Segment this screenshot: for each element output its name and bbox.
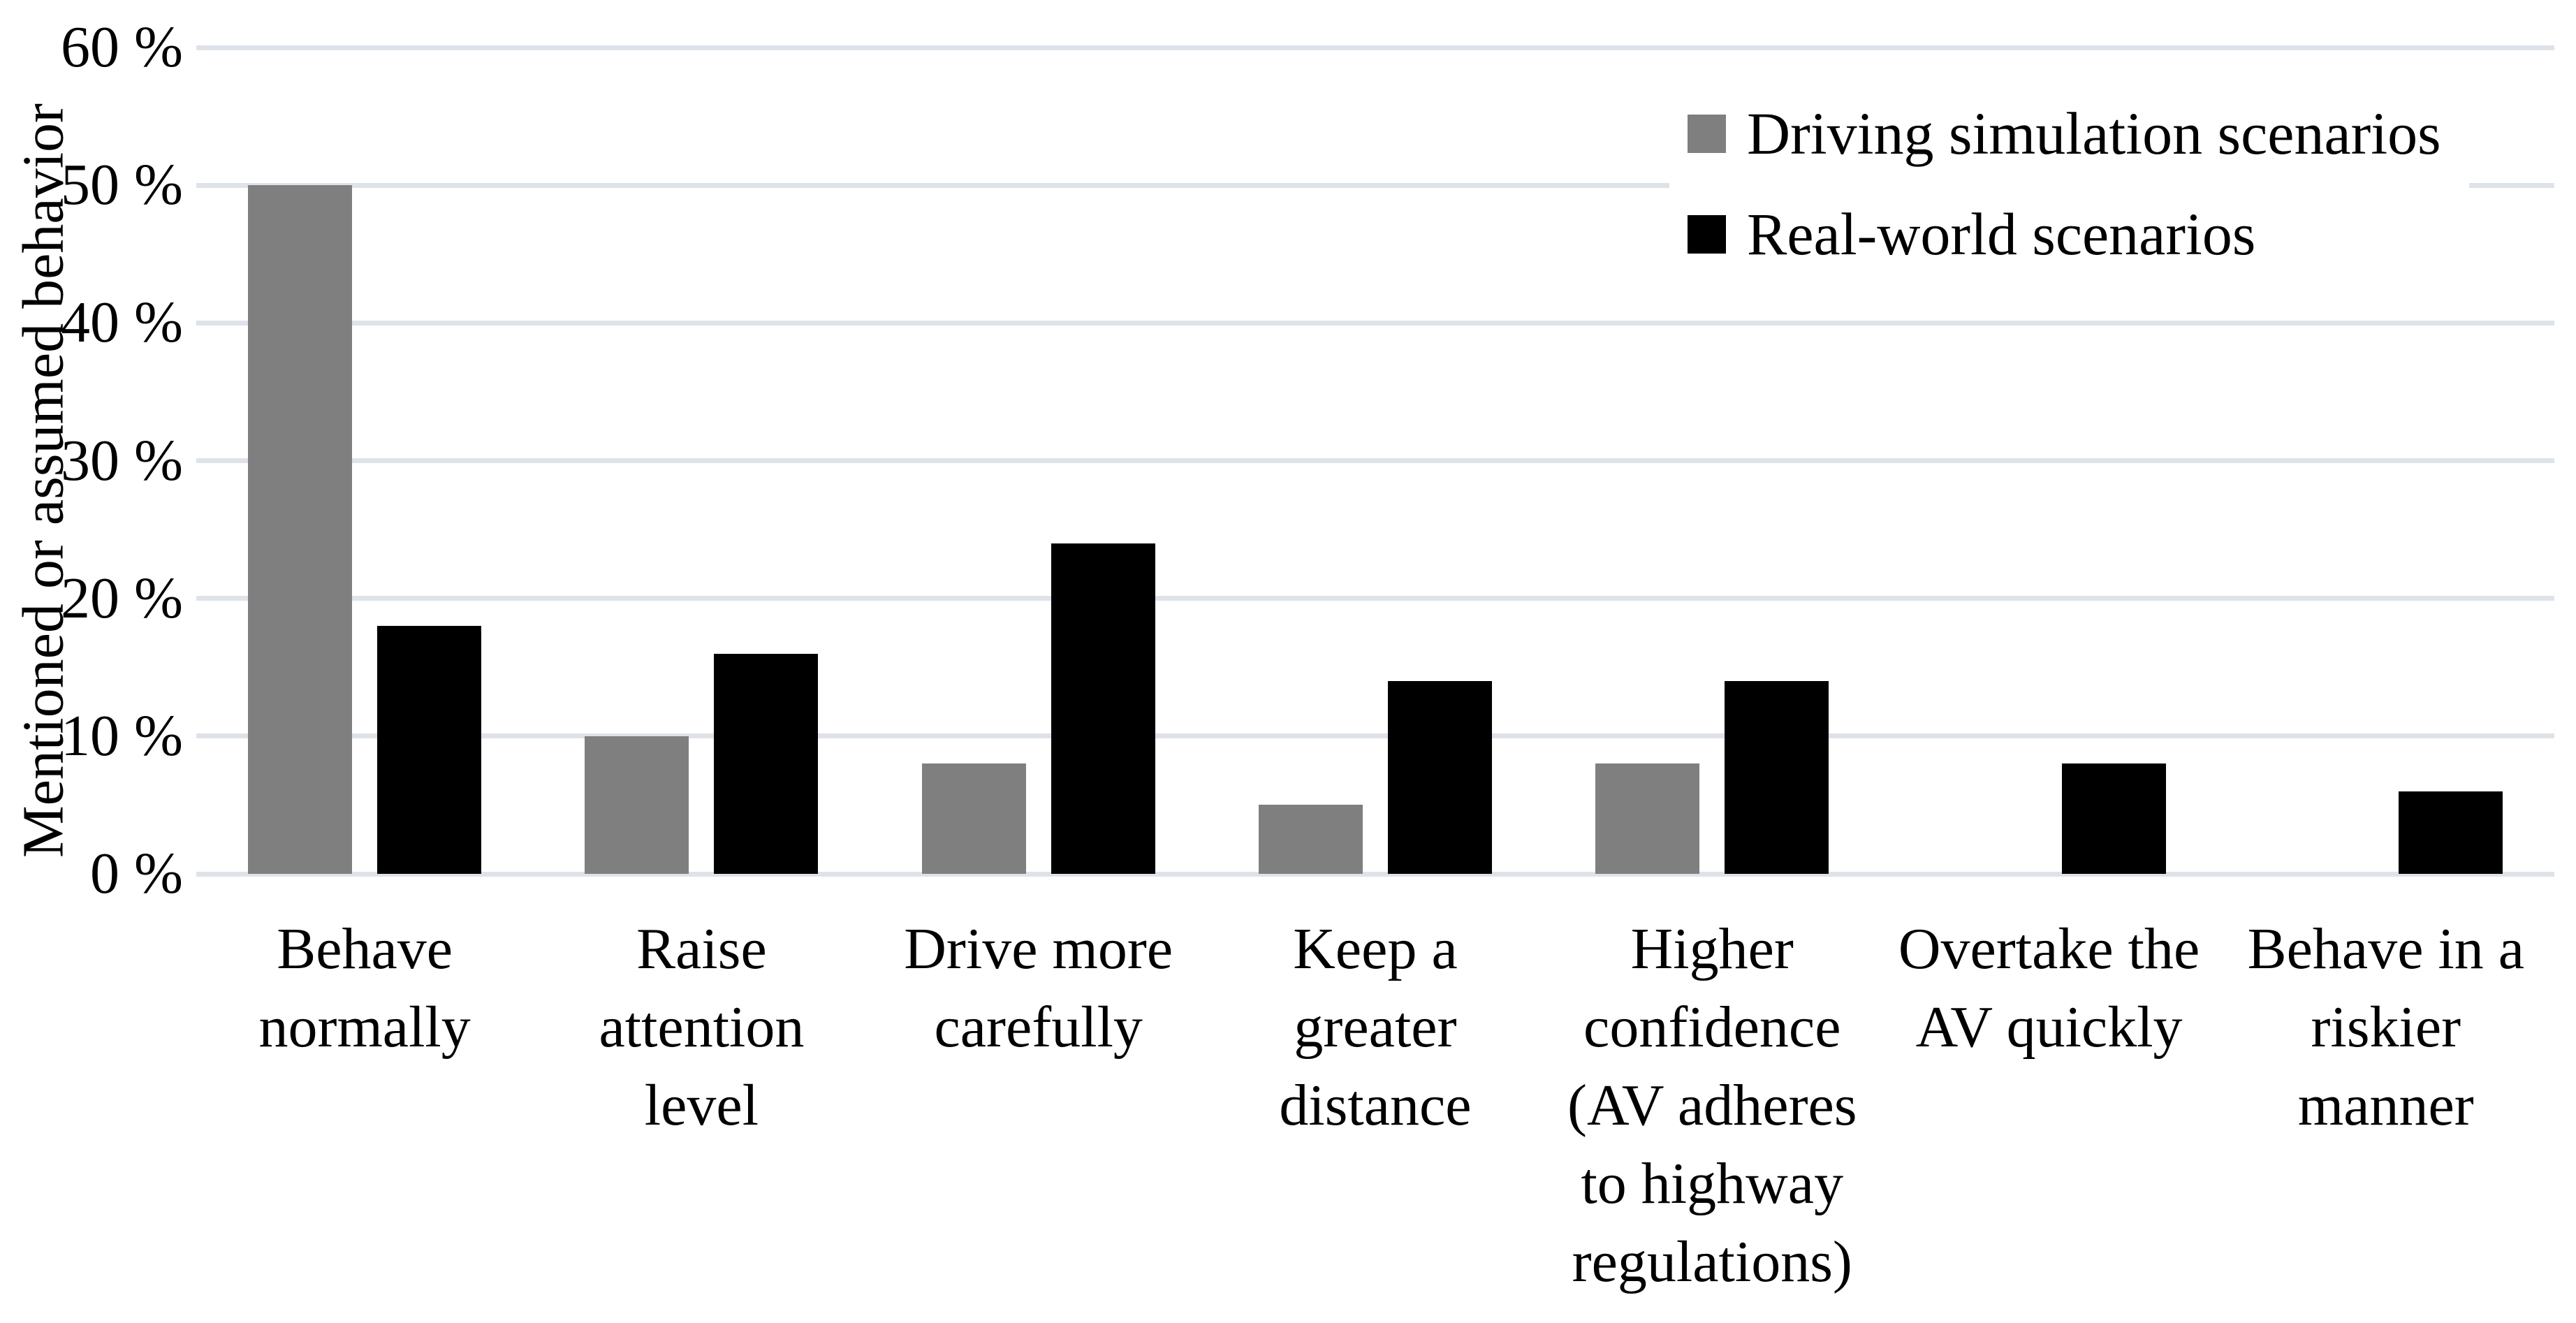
x-category-label-4: Keep a greater distance [1279, 916, 1472, 1138]
x-category-label-2: Raise attention level [599, 916, 805, 1138]
bar-driving-simulation-1 [248, 185, 353, 874]
gridline-60-percent [196, 45, 2554, 50]
y-tick-label-30: 30 % [61, 427, 183, 493]
y-tick-label-60: 60 % [61, 15, 183, 80]
y-tick-label-20: 20 % [61, 565, 183, 631]
x-category-label-7: Behave in a riskier manner [2247, 916, 2525, 1138]
bar-real-world-3 [1051, 543, 1155, 874]
legend-item-driving-simulation: Driving simulation scenarios [1688, 100, 2441, 167]
x-category-label-6: Overtake the AV quickly [1898, 916, 2200, 1060]
gridline-30-percent [196, 458, 2554, 463]
y-tick-label-10: 10 % [61, 703, 183, 768]
bar-real-world-4 [1388, 680, 1492, 874]
y-tick-label-40: 40 % [61, 290, 183, 356]
bar-driving-simulation-4 [1259, 805, 1363, 874]
x-category-label-5: Higher confidence (AV adheres to highway… [1567, 916, 1857, 1294]
bar-driving-simulation-3 [921, 763, 1026, 874]
legend-swatch-real-world [1688, 214, 1726, 254]
y-tick-label-50: 50 % [61, 152, 183, 218]
bar-driving-simulation-5 [1595, 763, 1700, 874]
y-tick-label-0: 0 % [90, 841, 183, 906]
legend-label-real-world: Real-world scenarios [1747, 200, 2256, 268]
legend-item-real-world: Real-world scenarios [1688, 200, 2441, 268]
gridline-0-percent [196, 871, 2554, 877]
bar-real-world-5 [1725, 680, 1829, 874]
legend-label-driving-simulation: Driving simulation scenarios [1747, 100, 2441, 167]
gridline-50-percent [196, 182, 2554, 188]
x-category-label-1: Behave normally [258, 916, 471, 1060]
x-category-label-3: Drive more carefully [904, 916, 1173, 1060]
bar-real-world-2 [714, 653, 819, 874]
legend-swatch-driving-simulation [1688, 114, 1726, 153]
gridline-40-percent [196, 320, 2554, 326]
bar-real-world-6 [2061, 763, 2166, 874]
bar-driving-simulation-2 [585, 736, 689, 874]
bar-real-world-7 [2398, 791, 2503, 874]
legend: Driving simulation scenarios Real-world … [1669, 89, 2469, 286]
bar-real-world-1 [377, 626, 482, 874]
gridline-20-percent [196, 596, 2554, 601]
plot-area [196, 45, 2554, 877]
gridline-10-percent [196, 733, 2554, 739]
